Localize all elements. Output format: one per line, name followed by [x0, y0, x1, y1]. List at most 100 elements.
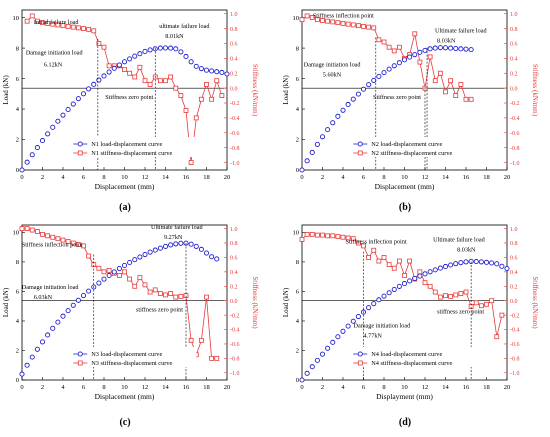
load-point [412, 52, 418, 58]
x-tick-label: 4 [341, 174, 345, 181]
stiffness-point [178, 293, 184, 299]
y-left-axis-label: Load (kN) [2, 287, 10, 317]
legend-stiffness-label: N1 stiffness-displacement curve [91, 150, 172, 157]
y-right-tick-label: -0.8 [510, 357, 520, 363]
x-tick-label: 4 [341, 384, 345, 391]
annotation-text: Damage initiation load [26, 50, 84, 57]
annotation-text: Stiffness zero point [105, 94, 153, 101]
load-point [203, 250, 210, 256]
load-point [412, 275, 418, 281]
x-tick-label: 16 [463, 174, 470, 181]
stiffness-point [50, 234, 56, 240]
stiffness-point [314, 232, 320, 238]
load-point [168, 242, 174, 248]
stiffness-point [489, 298, 495, 304]
stiffness-point [427, 283, 433, 289]
x-tick-label: 20 [504, 174, 511, 181]
x-tick-label: 10 [121, 384, 128, 391]
stiffness-point [391, 48, 397, 54]
load-point [50, 124, 56, 130]
load-point [19, 167, 25, 173]
load-point [355, 91, 361, 97]
x-tick-label: 12 [422, 174, 429, 181]
stiffness-point [29, 13, 35, 19]
load-point [75, 297, 81, 303]
stiffness-point [443, 89, 448, 95]
y-left-tick-label: 0 [296, 167, 299, 174]
stiffness-point [214, 78, 220, 84]
stiffness-point [366, 255, 372, 260]
y-right-tick-label: 0.0 [230, 299, 238, 305]
load-point [483, 259, 490, 265]
load-point [442, 263, 449, 270]
stiffness-point [350, 22, 356, 28]
stiffness-point [473, 300, 479, 306]
stiffness-point [386, 262, 392, 268]
chart-panel-4: 0 2 4 6 8 10 12 14 16 18 20 0 2 4 6 8 10 -1.0 -0.8 -0.6 -0.4… [282, 224, 539, 428]
annotation-text: ultimate failure load [159, 23, 210, 30]
stiffness-point [494, 334, 500, 340]
load-point [34, 346, 40, 352]
load-point [391, 63, 397, 69]
load-point [504, 265, 510, 272]
y-right-tick-label: 0.8 [510, 27, 518, 33]
x-tick-label: 6 [82, 384, 86, 391]
load-point [173, 46, 179, 52]
stiffness-point [417, 269, 423, 275]
stiffness-point [75, 25, 81, 31]
legend-load-label: N1 load-displacement curve [91, 141, 162, 148]
load-point [427, 46, 433, 52]
x-tick-label: 20 [504, 384, 511, 391]
stiffness-point [101, 269, 107, 275]
annotation-text: 9.27kN [164, 234, 183, 241]
y-right-tick-label: -0.8 [510, 146, 520, 152]
stiffness-point [96, 265, 102, 271]
y-right-tick-label: 0.6 [230, 256, 238, 262]
stiffness-point [60, 23, 66, 29]
load-point [65, 106, 71, 113]
load-point [183, 53, 189, 60]
y-left-tick-label: 10 [293, 15, 300, 22]
load-point [325, 127, 331, 133]
y-right-tick-label: 1.0 [510, 12, 518, 18]
y-right-tick-label: -1.0 [230, 371, 240, 377]
y-left-tick-label: 6 [296, 289, 300, 296]
stiffness-point [91, 28, 97, 34]
stiffness-point [458, 291, 464, 296]
stiffness-point [106, 268, 112, 273]
load-point [157, 245, 163, 251]
y-right-axis-label: Stiffness (kN/mm) [251, 64, 259, 117]
load-point [96, 77, 102, 83]
stiffness-point [448, 78, 454, 84]
load-point [463, 259, 469, 265]
load-point [319, 134, 326, 140]
load-point [396, 283, 402, 289]
stiffness-point [168, 74, 174, 80]
load-point [29, 152, 35, 158]
load-point [45, 332, 51, 338]
stiffness-point [70, 240, 76, 246]
load-point [157, 45, 163, 51]
load-point [448, 45, 454, 51]
y-left-tick-label: 10 [13, 15, 20, 22]
load-point [198, 246, 204, 252]
y-right-tick-label: -0.6 [510, 131, 520, 137]
y-right-tick-label: -0.4 [230, 116, 240, 122]
load-point [335, 113, 341, 119]
annotation-text: Stiffness inflection point [22, 242, 83, 249]
load-point [193, 63, 199, 69]
stiffness-point [437, 294, 443, 300]
y-left-tick-label: 10 [13, 230, 20, 237]
legend-stiffness-marker [357, 150, 363, 156]
load-point [391, 286, 397, 293]
stiffness-point [304, 231, 310, 237]
load-point [178, 240, 184, 246]
y-left-tick-label: 6 [296, 76, 300, 83]
load-point [371, 77, 377, 83]
load-point [127, 56, 133, 62]
load-point [152, 247, 158, 253]
load-point [173, 241, 179, 247]
stiffness-point [193, 115, 199, 121]
annotation-text: stiffness zero point [136, 307, 183, 314]
